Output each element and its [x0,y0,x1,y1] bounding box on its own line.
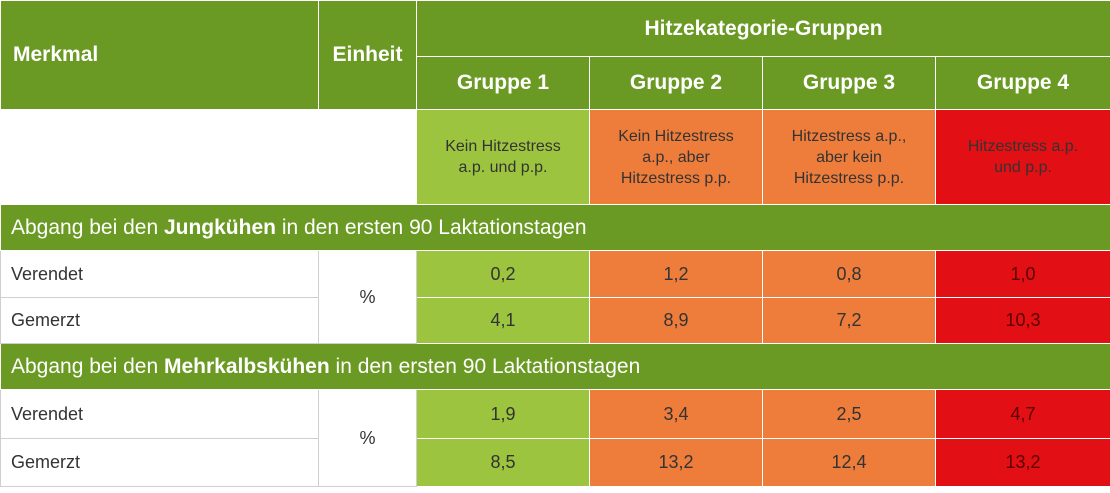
value-cell: 1,0 [934,250,1110,298]
header-einheit: Einheit [318,0,417,110]
group-1-header: Gruppe 1 [416,56,590,110]
row-label: Verendet [0,250,319,298]
value-cell: 10,3 [934,297,1110,344]
value-cell: 12,4 [762,438,936,487]
row-label: Verendet [0,389,319,439]
value-cell: 13,2 [934,438,1110,487]
group-2-description: Kein Hitzestress a.p., aber Hitzestress p.… [589,109,763,205]
section-heading-mehrkalbskuehe: Abgang bei den Mehrkalbskühen in den ers… [0,343,1110,390]
row-label: Gemerzt [0,297,319,344]
value-cell: 8,5 [416,438,590,487]
section-heading-jungkuehe: Abgang bei den Jungkühen in den ersten 9… [0,204,1110,251]
value-cell: 3,4 [589,389,763,439]
value-cell: 1,2 [589,250,763,298]
group-2-header: Gruppe 2 [589,56,763,110]
group-4-header: Gruppe 4 [934,56,1110,110]
header-merkmal: Merkmal [0,0,319,110]
value-cell: 7,2 [762,297,936,344]
unit-cell: % [318,389,417,487]
row-label: Gemerzt [0,438,319,487]
group-4-description: Hitzestress a.p. und p.p. [934,109,1110,205]
group-3-description: Hitzestress a.p., aber kein Hitzestress p.… [762,109,936,205]
desc-blank-merkmal [0,109,319,205]
value-cell: 4,7 [934,389,1110,439]
header-group-title: Hitzekategorie-Gruppen [415,0,1110,57]
value-cell: 8,9 [589,297,763,344]
unit-cell: % [318,250,417,344]
value-cell: 13,2 [589,438,763,487]
desc-blank-einheit [318,109,417,205]
value-cell: 1,9 [416,389,590,439]
value-cell: 0,2 [416,250,590,298]
group-3-header: Gruppe 3 [762,56,936,110]
value-cell: 0,8 [762,250,936,298]
group-1-description: Kein Hitzestress a.p. und p.p. [416,109,590,205]
value-cell: 2,5 [762,389,936,439]
value-cell: 4,1 [416,297,590,344]
